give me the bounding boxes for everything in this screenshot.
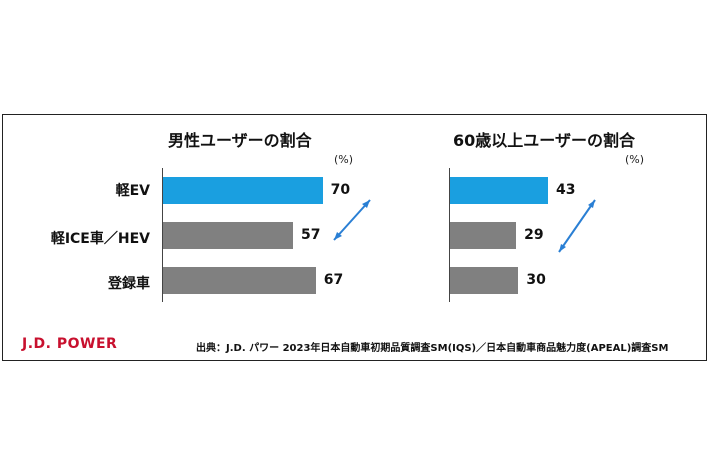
chart-frame bbox=[2, 114, 707, 361]
left-chart-axis bbox=[162, 168, 163, 302]
right-bar-2 bbox=[450, 267, 519, 294]
left-value-label-2: 67 bbox=[323, 272, 344, 288]
right-bar-0 bbox=[450, 177, 549, 204]
left-bar-1 bbox=[163, 222, 293, 249]
source-note: 出典：J.D. パワー 2023年日本自動車初期品質調査SM(IQS)／日本自動… bbox=[196, 343, 669, 354]
brand-logo: J.D. POWER bbox=[22, 336, 118, 352]
left-chart-unit: (%) bbox=[334, 153, 354, 166]
left-compare-arrow-icon bbox=[333, 199, 371, 241]
right-chart-axis bbox=[449, 168, 450, 302]
left-bar-0 bbox=[163, 177, 323, 204]
left-value-label-1: 57 bbox=[300, 227, 321, 243]
right-value-label-2: 30 bbox=[526, 272, 546, 288]
right-chart-unit: (%) bbox=[625, 153, 645, 166]
left-chart-title: 男性ユーザーの割合 bbox=[168, 131, 312, 150]
left-category-label-2: 登録車 bbox=[108, 276, 150, 292]
right-value-label-1: 29 bbox=[524, 227, 544, 243]
right-bar-1 bbox=[450, 222, 517, 249]
left-category-label-1: 軽ICE車／HEV bbox=[50, 231, 150, 247]
left-category-label-0: 軽EV bbox=[115, 183, 150, 199]
right-compare-arrow-icon bbox=[558, 199, 596, 253]
right-value-label-0: 43 bbox=[556, 182, 576, 198]
right-chart-title: 60歳以上ユーザーの割合 bbox=[453, 131, 635, 150]
left-value-label-0: 70 bbox=[330, 182, 351, 198]
left-bar-2 bbox=[163, 267, 316, 294]
